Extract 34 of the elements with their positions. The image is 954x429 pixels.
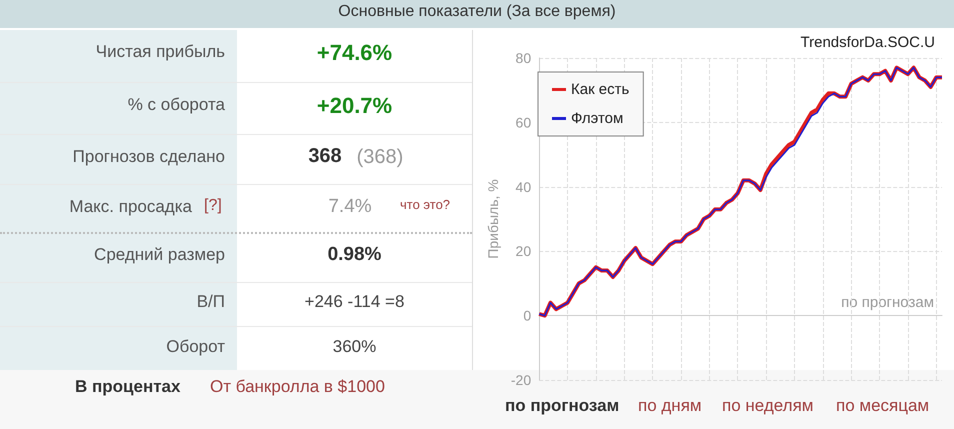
text: 368: [307, 145, 343, 168]
text: +74.6%: [316, 40, 394, 66]
y-tick-label: -20: [510, 372, 532, 388]
text: Средний размер: [93, 245, 225, 265]
text: что это?: [400, 197, 452, 212]
text: Оборот: [165, 337, 225, 357]
text: 0.98%: [326, 244, 382, 266]
text: по прогнозам: [505, 396, 620, 416]
text: 7.4%: [327, 196, 373, 218]
text: (368): [356, 146, 404, 169]
y-tick-label: 60: [516, 114, 532, 130]
text: +20.7%: [316, 93, 394, 119]
text: % с оборота: [126, 95, 225, 115]
text: Макс. просадка: [68, 197, 192, 217]
text: по неделям: [722, 396, 814, 416]
text: Прогнозов сделано: [72, 147, 225, 167]
y-tick-label: 20: [516, 243, 532, 260]
chart-title: TrendsforDa.SOC.U: [800, 34, 936, 51]
text: по месяцам: [836, 396, 930, 416]
text: по дням: [638, 396, 702, 416]
text: От банкролла в $1000: [210, 377, 386, 397]
legend-label: Как есть: [571, 81, 630, 98]
legend-label: Флэтом: [571, 110, 624, 127]
text: Чистая прибыль: [94, 42, 225, 62]
text: Основные показатели (За все время): [337, 3, 617, 21]
text: В/П: [196, 292, 225, 312]
y-tick-label: 40: [516, 178, 532, 195]
y-axis-title: Прибыль, %: [485, 179, 501, 259]
text: В процентах: [75, 377, 182, 397]
text: [?]: [204, 197, 223, 215]
y-tick-label: 0: [523, 308, 532, 324]
text: 360%: [332, 337, 378, 357]
y-tick-label: 80: [516, 50, 532, 66]
text: +246 -114 =8: [304, 292, 406, 312]
